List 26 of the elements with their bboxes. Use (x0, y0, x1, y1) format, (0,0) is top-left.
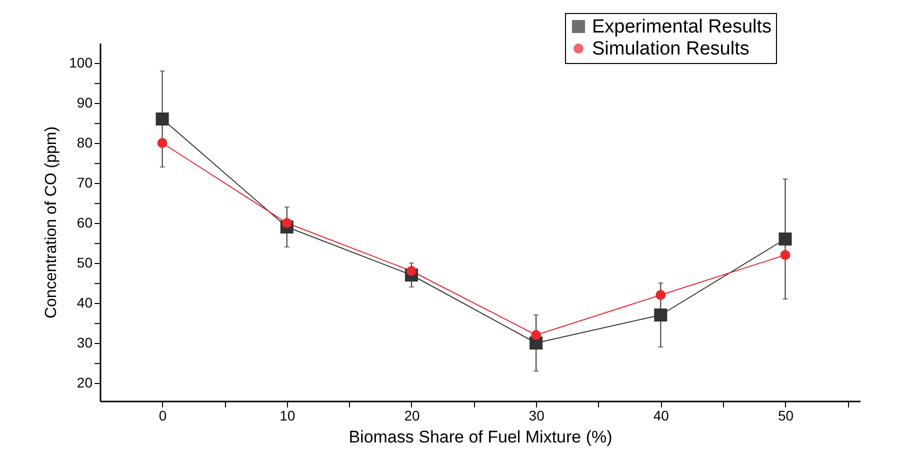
y-tick-label: 100 (69, 54, 93, 70)
legend-label: Simulation Results (592, 38, 750, 60)
x-tick-label: 0 (158, 408, 167, 424)
y-tick-label: 20 (76, 374, 93, 390)
y-tick-label: 40 (76, 294, 93, 310)
y-tick-label: 80 (76, 134, 93, 150)
y-axis-title: Concentration of CO (ppm) (43, 126, 60, 319)
x-tick-label: 50 (778, 408, 794, 424)
point (654, 308, 668, 322)
x-axis-title: Biomass Share of Fuel Mixture (%) (348, 428, 612, 446)
point (656, 290, 666, 300)
legend-label: Experimental Results (592, 16, 772, 38)
y-tick-label: 90 (76, 94, 93, 110)
point (531, 330, 542, 340)
point (778, 232, 792, 246)
point (157, 138, 168, 148)
point (156, 112, 169, 126)
y-tick-label: 30 (76, 334, 93, 350)
y-tick-label: 70 (76, 174, 93, 190)
y-tick-label: 50 (76, 254, 93, 270)
x-tick-label: 40 (653, 408, 670, 424)
y-tick-label: 60 (76, 214, 93, 230)
x-tick-label: 30 (528, 408, 545, 424)
point (780, 250, 790, 260)
x-tick-label: 20 (404, 408, 420, 424)
x-tick-label: 10 (280, 408, 296, 424)
